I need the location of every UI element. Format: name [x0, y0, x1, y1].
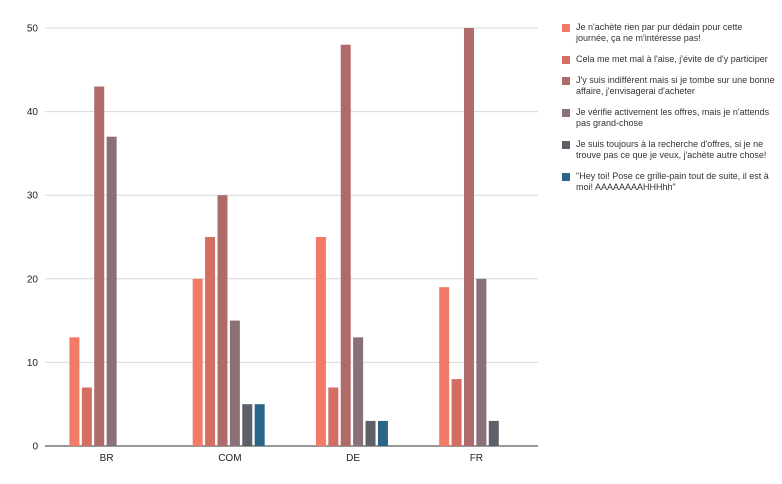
bar-com-series-3: [217, 195, 228, 446]
x-tick-label: COM: [218, 453, 241, 464]
legend-swatch: [562, 77, 570, 85]
legend-item: Je vérifie activement les offres, mais j…: [562, 107, 776, 129]
bar-de-series-4: [353, 337, 364, 446]
bar-de-series-3: [340, 44, 351, 446]
bar-fr-series-3: [463, 28, 474, 446]
y-tick-label: 0: [32, 442, 38, 453]
x-tick-label: DE: [346, 453, 360, 464]
bar-de-series-6: [377, 420, 388, 446]
legend-item: Je n'achète rien par pur dédain pour cet…: [562, 22, 776, 44]
bar-com-series-6: [254, 404, 265, 446]
legend-label: Je vérifie activement les offres, mais j…: [576, 107, 770, 128]
bar-fr-series-4: [476, 278, 487, 446]
bar-com-series-5: [242, 404, 253, 446]
y-tick-label: 40: [27, 107, 39, 118]
y-tick-label: 50: [27, 24, 39, 35]
y-tick-label: 10: [27, 358, 39, 369]
y-tick-label: 30: [27, 191, 39, 202]
legend-swatch: [562, 109, 570, 117]
legend-item: Je suis toujours à la recherche d'offres…: [562, 139, 776, 161]
bar-com-series-4: [229, 320, 240, 446]
legend-label: Cela me met mal à l'aise, j'évite de d'y…: [576, 54, 768, 64]
bar-br-series-4: [106, 136, 117, 446]
bar-br-series-1: [69, 337, 80, 446]
bar-com-series-1: [192, 278, 203, 446]
bar-fr-series-2: [451, 379, 462, 446]
x-tick-label: BR: [100, 453, 114, 464]
bar-com-series-2: [205, 237, 216, 446]
legend-swatch: [562, 141, 570, 149]
bar-br-series-3: [94, 86, 105, 447]
legend-label: Je suis toujours à la recherche d'offres…: [576, 139, 767, 160]
legend-swatch: [562, 56, 570, 64]
legend-item: "Hey toi! Pose ce grille-pain tout de su…: [562, 171, 776, 193]
legend-label: J'y suis indifférent mais si je tombe su…: [576, 75, 775, 96]
legend-label: Je n'achète rien par pur dédain pour cet…: [576, 22, 743, 43]
bar-de-series-1: [315, 237, 326, 446]
legend: Je n'achète rien par pur dédain pour cet…: [562, 22, 776, 203]
x-tick-label: FR: [470, 453, 483, 464]
y-tick-label: 20: [27, 274, 39, 285]
bar-de-series-5: [365, 420, 376, 446]
bar-fr-series-1: [439, 287, 450, 446]
legend-item: J'y suis indifférent mais si je tombe su…: [562, 75, 776, 97]
legend-swatch: [562, 24, 570, 32]
bar-fr-series-5: [488, 420, 499, 446]
legend-item: Cela me met mal à l'aise, j'évite de d'y…: [562, 54, 776, 65]
legend-swatch: [562, 173, 570, 181]
bar-br-series-2: [81, 387, 92, 446]
legend-label: "Hey toi! Pose ce grille-pain tout de su…: [576, 171, 769, 192]
bar-de-series-2: [328, 387, 339, 446]
